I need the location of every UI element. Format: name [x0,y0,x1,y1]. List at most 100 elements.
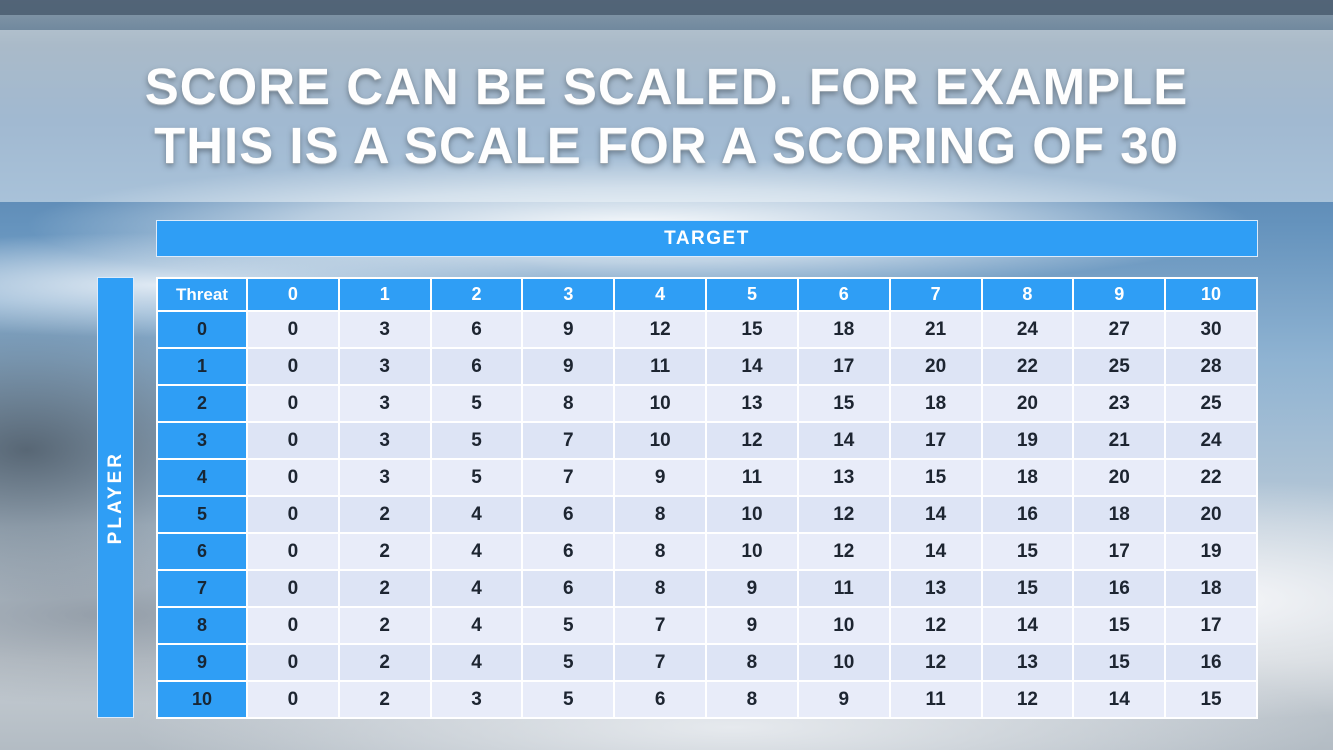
column-header-cell: 2 [429,277,524,312]
table-row: 10 0 2 3 5 6 8 9 11 12 14 15 [156,680,1258,719]
score-cell: 7 [521,458,616,497]
slide-title-line1: SCORE CAN BE SCALED. FOR EXAMPLE [144,57,1189,115]
score-cell: 17 [796,347,891,386]
score-cell: 9 [521,310,616,349]
score-cell: 18 [1072,495,1167,534]
score-cell: 10 [796,606,891,645]
score-cell: 14 [796,421,891,460]
score-cell: 21 [888,310,983,349]
table-row: 0 0 3 6 9 12 15 18 21 24 27 30 [156,310,1258,349]
column-header-cell: 1 [337,277,432,312]
score-cell: 6 [429,310,524,349]
score-cell: 12 [888,606,983,645]
score-cell: 12 [613,310,708,349]
score-cell: 7 [613,643,708,682]
score-cell: 12 [980,680,1075,719]
score-cell: 5 [521,680,616,719]
score-cell: 15 [980,532,1075,571]
score-cell: 16 [1072,569,1167,608]
table-row: 6 0 2 4 6 8 10 12 14 15 17 19 [156,532,1258,571]
score-cell: 13 [980,643,1075,682]
row-header-cell: 9 [156,643,248,682]
score-cell: 20 [1164,495,1258,534]
score-cell: 17 [888,421,983,460]
score-cell: 15 [1164,680,1258,719]
score-cell: 22 [1164,458,1258,497]
score-cell: 24 [980,310,1075,349]
score-cell: 13 [888,569,983,608]
score-cell: 8 [613,495,708,534]
score-cell: 25 [1164,384,1258,423]
score-cell: 15 [1072,606,1167,645]
score-cell: 3 [337,347,432,386]
score-cell: 0 [246,347,340,386]
score-cell: 4 [429,606,524,645]
score-cell: 7 [613,606,708,645]
table-row: 7 0 2 4 6 8 9 11 13 15 16 18 [156,569,1258,608]
score-cell: 9 [705,606,799,645]
score-cell: 8 [705,680,799,719]
score-cell: 11 [796,569,891,608]
score-cell: 24 [1164,421,1258,460]
score-cell: 19 [1164,532,1258,571]
table-row: 9 0 2 4 5 7 8 10 12 13 15 16 [156,643,1258,682]
target-axis-header: TARGET [156,220,1258,257]
row-header-cell: 8 [156,606,248,645]
score-cell: 5 [429,458,524,497]
score-cell: 11 [705,458,799,497]
score-cell: 2 [337,569,432,608]
score-cell: 13 [705,384,799,423]
score-cell: 17 [1072,532,1167,571]
table-row: 8 0 2 4 5 7 9 10 12 14 15 17 [156,606,1258,645]
column-header-cell: 10 [1164,277,1258,312]
column-header-cell: 9 [1072,277,1167,312]
score-cell: 0 [246,606,340,645]
row-header-cell: 10 [156,680,248,719]
score-cell: 2 [337,495,432,534]
row-header-cell: 0 [156,310,248,349]
row-header-cell: 5 [156,495,248,534]
corner-header-cell: Threat [156,277,248,312]
column-header-cell: 8 [980,277,1075,312]
score-cell: 12 [888,643,983,682]
column-header-cell: 7 [888,277,983,312]
score-cell: 4 [429,532,524,571]
score-cell: 16 [980,495,1075,534]
row-header-cell: 2 [156,384,248,423]
score-cell: 14 [980,606,1075,645]
score-cell: 15 [705,310,799,349]
table-row: 5 0 2 4 6 8 10 12 14 16 18 20 [156,495,1258,534]
score-cell: 6 [521,532,616,571]
score-cell: 6 [613,680,708,719]
score-cell: 5 [429,384,524,423]
score-cell: 0 [246,458,340,497]
score-cell: 23 [1072,384,1167,423]
score-cell: 0 [246,384,340,423]
score-cell: 19 [980,421,1075,460]
score-cell: 6 [429,347,524,386]
score-cell: 2 [337,606,432,645]
score-cell: 2 [337,680,432,719]
score-cell: 18 [888,384,983,423]
column-header-cell: 4 [613,277,708,312]
score-cell: 12 [796,495,891,534]
score-cell: 2 [337,532,432,571]
title-banner: SCORE CAN BE SCALED. FOR EXAMPLE THIS IS… [0,30,1333,202]
score-cell: 15 [888,458,983,497]
score-cell: 12 [796,532,891,571]
score-cell: 17 [1164,606,1258,645]
score-cell: 10 [613,421,708,460]
score-cell: 14 [888,495,983,534]
score-cell: 9 [521,347,616,386]
score-table: Threat 0 1 2 3 4 5 6 7 8 9 10 0 0 3 6 9 12 15 18 21 24 27 30 1 0… [156,277,1258,719]
score-cell: 20 [980,384,1075,423]
score-cell: 4 [429,569,524,608]
score-cell: 8 [613,532,708,571]
score-cell: 0 [246,680,340,719]
score-cell: 0 [246,310,340,349]
score-cell: 9 [705,569,799,608]
score-cell: 0 [246,643,340,682]
score-cell: 8 [521,384,616,423]
score-cell: 5 [429,421,524,460]
